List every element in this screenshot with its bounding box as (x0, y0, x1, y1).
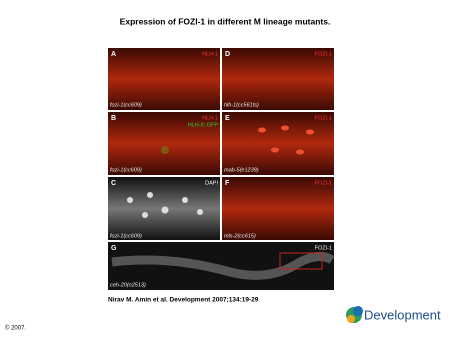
genotype: hlh-1(cc561ts) (224, 102, 259, 108)
nuclei (127, 192, 203, 218)
panel-letter: B (111, 115, 116, 122)
nuclei (258, 125, 314, 155)
gfp-signal (161, 146, 169, 154)
panel-letter: G (111, 245, 117, 252)
genotype: ceh-20(n2513) (110, 282, 146, 288)
micrograph (108, 112, 220, 175)
panel-letter: C (111, 180, 116, 187)
panel-letter: A (111, 51, 116, 58)
panel-letter: E (225, 115, 230, 122)
slide-title: Expression of FOZI-1 in different M line… (120, 16, 331, 26)
copyright: © 2007. (5, 325, 26, 332)
panel-label: FOZI-1 (315, 115, 332, 121)
panel-letter: F (225, 180, 230, 187)
micrograph (222, 112, 334, 175)
panel-label: DAPI (205, 180, 218, 186)
highlight-box (279, 252, 323, 270)
worm (111, 252, 335, 280)
citation: Nirav M. Amin et al. Development 2007;13… (108, 297, 259, 304)
panel-label: FOZI-1 (315, 245, 332, 251)
panel-label: HLH-1 (202, 115, 218, 121)
panel-label: HLH-1 (202, 51, 218, 57)
logo-text: Development (364, 307, 441, 322)
genotype: fozi-1(cc609) (110, 102, 142, 108)
micrograph (108, 48, 220, 110)
panel-letter: D (225, 51, 230, 58)
genotype: mab-5(e1239) (224, 167, 259, 173)
micrograph (222, 177, 334, 240)
micrograph (222, 48, 334, 110)
panel-label: FOZI-1 (315, 51, 332, 57)
genotype: fozi-1(cc609) (110, 233, 142, 239)
genotype: mls-2(cc615) (224, 233, 256, 239)
panel-label: FOZI-1 (315, 180, 332, 186)
logo: Development (346, 306, 441, 323)
genotype: fozi-1(cc609) (110, 167, 142, 173)
panel-label: HLH-8::GFP (188, 122, 219, 128)
